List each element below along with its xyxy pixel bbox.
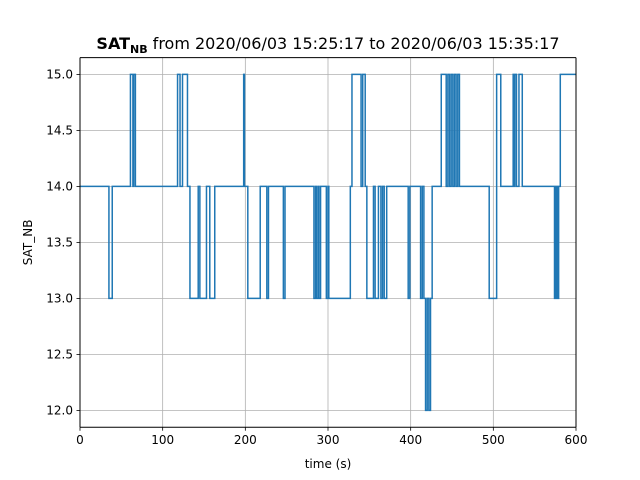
x-tick-label: 100 [151, 433, 174, 447]
y-tick-label: 14.5 [46, 124, 73, 138]
x-tick-label: 200 [234, 433, 257, 447]
y-tick-label: 14.0 [46, 180, 73, 194]
x-tick-label: 300 [317, 433, 340, 447]
y-tick-label: 12.0 [46, 404, 73, 418]
x-tick-label: 500 [482, 433, 505, 447]
y-tick-label: 13.0 [46, 292, 73, 306]
x-axis-label: time (s) [305, 457, 352, 471]
y-tick-label: 13.5 [46, 236, 73, 250]
y-axis-ticks: 12.0 12.5 13.0 13.5 14.0 14.5 15.0 [46, 68, 80, 418]
series-line [80, 73, 576, 412]
x-tick-label: 0 [76, 433, 84, 447]
chart-title-rest: from 2020/06/03 15:25:17 to 2020/06/03 1… [148, 34, 560, 53]
y-tick-label: 12.5 [46, 348, 73, 362]
chart-title: SATNB from 2020/06/03 15:25:17 to 2020/0… [96, 34, 559, 56]
series-group [80, 73, 576, 412]
x-axis-ticks: 0 100 200 300 400 500 600 [76, 427, 587, 447]
chart-title-subscript: NB [130, 43, 148, 56]
y-tick-label: 15.0 [46, 68, 73, 82]
x-tick-label: 600 [565, 433, 588, 447]
y-axis-label: SAT_NB [21, 220, 35, 266]
chart-title-bold: SAT [96, 34, 130, 53]
x-tick-label: 400 [399, 433, 422, 447]
